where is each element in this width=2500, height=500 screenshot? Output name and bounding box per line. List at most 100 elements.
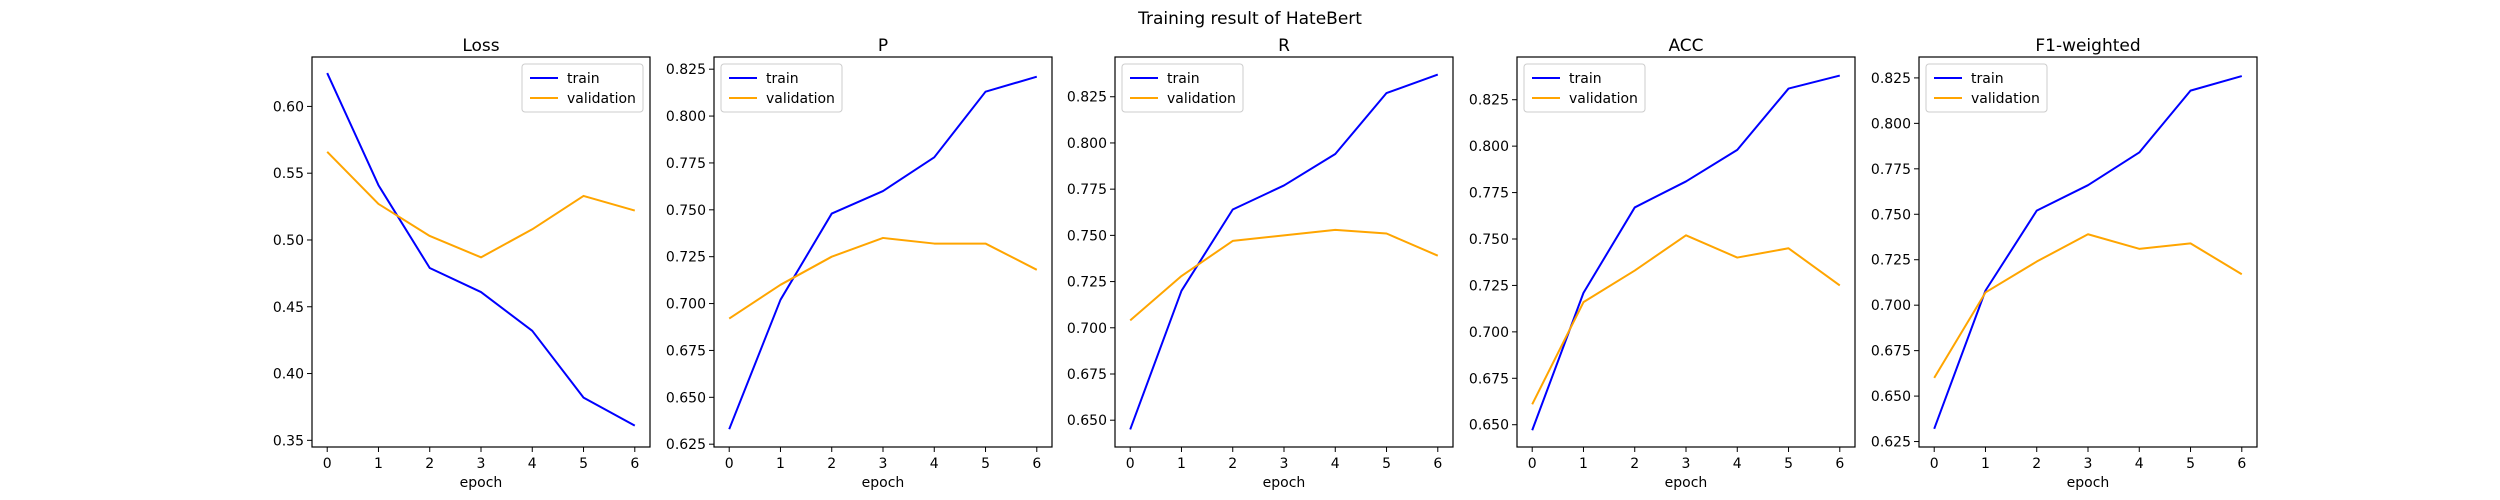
legend-box — [521, 63, 644, 113]
data-point-train — [2240, 74, 2244, 78]
subplot-2: P 0 1 2 3 4 5 6 0.625 0.650 0.675 0.700 0.725 0.750 0.… — [666, 36, 1053, 491]
y-tick-label: 0.800 — [1067, 136, 1107, 152]
data-point-train — [1581, 291, 1585, 295]
data-point-validation — [1530, 402, 1534, 406]
data-point-train — [2189, 89, 2193, 93]
series-line-validation — [1129, 228, 1439, 322]
y-tick-label: 0.650 — [1469, 418, 1509, 434]
y-tick-label: 0.55 — [273, 166, 304, 182]
data-point-validation — [479, 255, 483, 259]
data-point-train — [1035, 75, 1039, 79]
data-point-train — [530, 329, 534, 333]
data-point-validation — [830, 255, 834, 259]
x-tick-label: 4 — [930, 456, 939, 472]
y-tick-label: 0.725 — [1871, 253, 1911, 269]
subplot-title: Loss — [462, 36, 499, 56]
x-tick-label: 4 — [2135, 456, 2144, 472]
data-point-validation — [1581, 300, 1585, 304]
data-point-validation — [582, 194, 586, 198]
data-point-validation — [1787, 246, 1791, 250]
y-tick-label: 0.675 — [1067, 367, 1107, 383]
y-tick-label: 0.800 — [1871, 116, 1911, 132]
series-line-train — [1933, 75, 2243, 430]
axes-frame — [1918, 56, 2258, 448]
data-point-validation — [376, 202, 380, 206]
data-point-train — [932, 155, 936, 159]
subplot-title: ACC — [1668, 36, 1703, 56]
y-tick-label: 0.700 — [1067, 321, 1107, 337]
y-tick-label: 0.750 — [1469, 232, 1509, 248]
series-line-train — [326, 72, 636, 427]
y-tick-label: 0.725 — [1067, 275, 1107, 291]
legend: train validation — [521, 63, 644, 113]
data-point-validation — [2189, 241, 2193, 245]
data-point-validation — [932, 242, 936, 246]
y-tick-label: 0.700 — [1871, 298, 1911, 314]
subplot-title: R — [1278, 36, 1290, 56]
data-point-validation — [2240, 272, 2244, 276]
data-point-validation — [1231, 239, 1235, 243]
subplot-4: ACC 0 1 2 3 4 5 6 0.650 0.675 0.700 0.725 0.750 0.775… — [1469, 36, 1856, 491]
data-point-validation — [325, 150, 329, 154]
x-tick-label: 4 — [528, 456, 537, 472]
y-tick-label: 0.775 — [666, 156, 706, 172]
legend-label-train: train — [1167, 71, 1200, 87]
x-tick-label: 0 — [1930, 456, 1939, 472]
subplot-1: Loss 0 1 2 3 4 5 6 0.35 0.40 0.45 0.50 0.55 0.60 epoch… — [273, 36, 651, 491]
data-point-train — [325, 71, 329, 75]
data-point-train — [479, 290, 483, 294]
data-point-train — [1128, 427, 1132, 431]
legend: train validation — [1925, 63, 2048, 113]
data-point-validation — [1436, 254, 1440, 258]
legend-box — [1925, 63, 2048, 113]
legend-label-validation: validation — [1167, 91, 1236, 107]
x-tick-label: 3 — [2084, 456, 2093, 472]
x-tick-label: 3 — [1682, 456, 1691, 472]
y-tick-label: 0.625 — [1871, 435, 1911, 451]
data-point-train — [984, 90, 988, 94]
y-tick-label: 0.800 — [666, 109, 706, 125]
data-point-train — [428, 266, 432, 270]
y-tick-label: 0.650 — [1871, 389, 1911, 405]
legend-label-train: train — [1569, 71, 1602, 87]
legend: train validation — [720, 63, 843, 113]
legend-label-validation: validation — [567, 91, 636, 107]
y-tick-label: 0.700 — [666, 297, 706, 313]
data-point-validation — [1932, 376, 1936, 380]
data-point-validation — [1333, 228, 1337, 232]
data-point-validation — [1179, 274, 1183, 278]
x-tick-label: 2 — [827, 456, 836, 472]
data-point-train — [1333, 152, 1337, 156]
x-axis-label: epoch — [460, 475, 503, 491]
y-tick-label: 0.825 — [666, 62, 706, 78]
x-tick-label: 6 — [1835, 456, 1844, 472]
data-point-validation — [2137, 247, 2141, 251]
series-line-validation — [728, 236, 1038, 320]
x-tick-label: 4 — [1733, 456, 1742, 472]
x-tick-label: 2 — [1228, 456, 1237, 472]
data-point-train — [1838, 74, 1842, 78]
y-tick-label: 0.35 — [273, 433, 304, 449]
legend-label-validation: validation — [1569, 91, 1638, 107]
y-tick-label: 0.650 — [1067, 413, 1107, 429]
x-tick-label: 1 — [1177, 456, 1186, 472]
x-tick-label: 3 — [477, 456, 486, 472]
data-point-train — [1436, 73, 1440, 77]
x-tick-label: 6 — [1433, 456, 1442, 472]
y-tick-label: 0.675 — [1871, 344, 1911, 360]
axes-frame — [1114, 56, 1454, 448]
data-point-train — [1282, 183, 1286, 187]
data-point-validation — [1128, 318, 1132, 322]
x-tick-label: 3 — [879, 456, 888, 472]
y-tick-label: 0.40 — [273, 367, 304, 383]
axes-frame — [713, 56, 1053, 448]
x-tick-label: 5 — [2186, 456, 2195, 472]
y-tick-label: 0.50 — [273, 233, 304, 249]
y-tick-label: 0.725 — [666, 250, 706, 266]
y-tick-label: 0.650 — [666, 390, 706, 406]
data-point-train — [2035, 209, 2039, 213]
data-point-train — [727, 427, 731, 431]
subplot-3: R 0 1 2 3 4 5 6 0.650 0.675 0.700 0.725 0.750 0.775 0.… — [1067, 36, 1454, 491]
data-point-validation — [881, 236, 885, 240]
data-point-train — [1684, 179, 1688, 183]
